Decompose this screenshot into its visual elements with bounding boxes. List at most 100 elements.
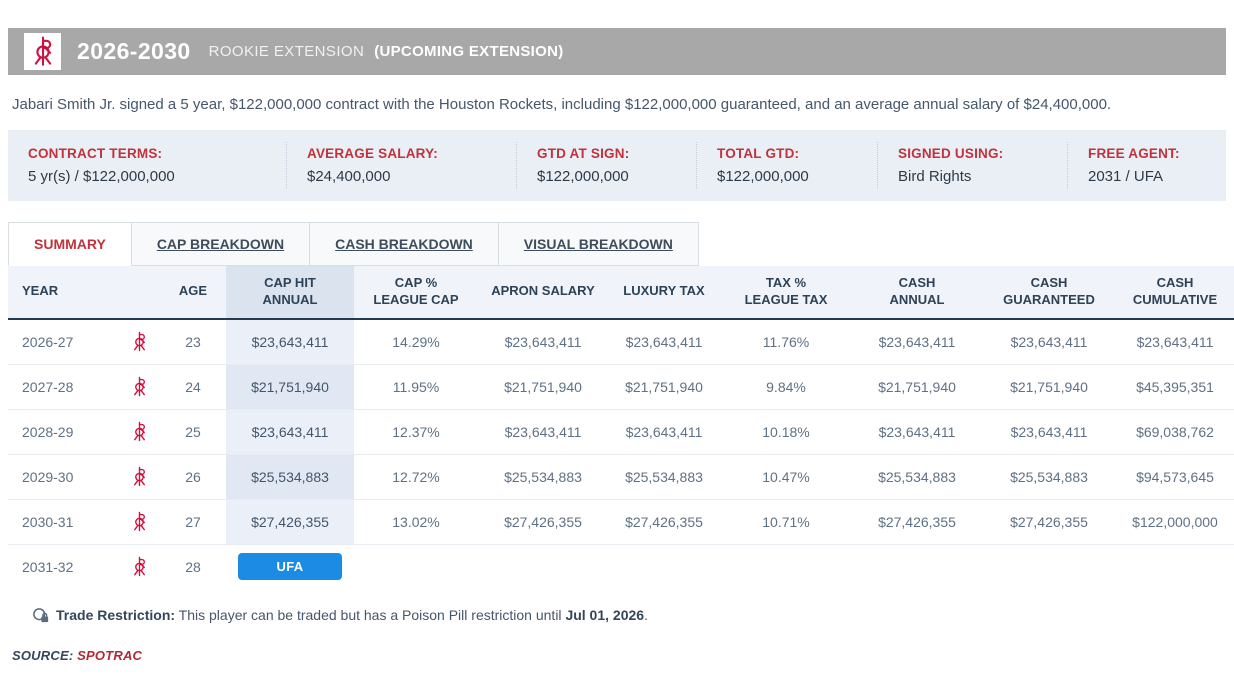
cash-gtd-cell: $23,643,411 [982, 409, 1116, 455]
tax-pct-cell: 9.84% [720, 364, 852, 410]
contract-type: ROOKIE EXTENSION [208, 43, 365, 60]
cash-annual-cell: $27,426,355 [852, 499, 982, 545]
rockets-logo-icon [133, 421, 145, 441]
rockets-logo-icon [133, 466, 145, 486]
luxury-cell: $25,534,883 [608, 454, 720, 500]
column-header: LUXURY TAX [608, 266, 720, 320]
team-logo-cell [118, 409, 160, 455]
year-cell: 2030-31 [8, 499, 118, 545]
trade-restriction-text: Trade Restriction: This player can be tr… [56, 607, 648, 624]
cap-hit-cell: $27,426,355 [226, 499, 354, 545]
contract-term: CONTRACT TERMS: 5 yr(s) / $122,000,000 [8, 142, 286, 189]
column-header: APRON SALARY [478, 266, 608, 320]
luxury-cell: $21,751,940 [608, 364, 720, 410]
apron-cell: $23,643,411 [478, 409, 608, 455]
cash-gtd-cell: $23,643,411 [982, 318, 1116, 365]
table-header-row: YEAR AGE CAP HIT ANNUAL CAP % LEAGUE CAP APRON… [8, 266, 1234, 320]
contract-term-value: Bird Rights [898, 168, 972, 185]
contract-page: 2026-2030 ROOKIE EXTENSION (UPCOMING EXT… [8, 28, 1234, 663]
cap-hit-cell: $21,751,940 [226, 364, 354, 410]
contract-term-label: SIGNED USING: [898, 146, 1004, 161]
apron-cell: $21,751,940 [478, 364, 608, 410]
team-logo-cell [118, 454, 160, 500]
free-agent-cell: UFA [226, 544, 354, 589]
table-row: 2027-28 24 $21,751,940 11.95% $21,751,940 $2… [8, 364, 1234, 410]
cash-annual-cell: $25,534,883 [852, 454, 982, 500]
cap-pct-cell: 12.72% [354, 454, 478, 500]
tax-pct-cell [720, 544, 852, 589]
rockets-logo-icon [133, 556, 145, 576]
apron-cell: $23,643,411 [478, 318, 608, 365]
cash-cum-cell: $45,395,351 [1116, 364, 1234, 410]
salary-table-body: 2026-27 23 $23,643,411 14.29% $23,643,411 $2… [8, 318, 1234, 589]
contract-terms-strip: CONTRACT TERMS: 5 yr(s) / $122,000,000 A… [8, 130, 1226, 201]
cap-pct-cell: 12.37% [354, 409, 478, 455]
tax-pct-cell: 10.47% [720, 454, 852, 500]
cash-cum-cell: $94,573,645 [1116, 454, 1234, 500]
tab-bar: SUMMARY CAP BREAKDOWN CASH BREAKDOWN VIS… [8, 222, 1226, 266]
cash-annual-cell: $21,751,940 [852, 364, 982, 410]
tab-summary[interactable]: SUMMARY [8, 222, 132, 266]
contract-term: TOTAL GTD: $122,000,000 [696, 142, 877, 189]
table-row: 2029-30 26 $25,534,883 12.72% $25,534,883 $2… [8, 454, 1234, 500]
luxury-cell: $23,643,411 [608, 409, 720, 455]
age-cell: 28 [185, 558, 201, 575]
cash-gtd-cell: $25,534,883 [982, 454, 1116, 500]
contract-title-bar: 2026-2030 ROOKIE EXTENSION (UPCOMING EXT… [8, 28, 1226, 75]
team-logo-cell [118, 544, 160, 589]
apron-cell: $25,534,883 [478, 454, 608, 500]
cap-pct-cell: 13.02% [354, 499, 478, 545]
contract-term-value: $24,400,000 [307, 168, 391, 185]
source-link[interactable]: SPOTRAC [77, 647, 143, 663]
tax-pct-cell: 10.18% [720, 409, 852, 455]
luxury-cell: $23,643,411 [608, 318, 720, 365]
age-cell: 24 [160, 364, 226, 410]
apron-cell [478, 544, 608, 589]
contract-term: AVERAGE SALARY: $24,400,000 [286, 142, 516, 189]
tab-cash-breakdown[interactable]: CASH BREAKDOWN [309, 222, 499, 266]
column-header: CAP % LEAGUE CAP [354, 266, 478, 320]
tab-visual-breakdown[interactable]: VISUAL BREAKDOWN [497, 222, 699, 266]
cash-annual-cell: $23,643,411 [852, 318, 982, 365]
year-cell: 2028-29 [8, 409, 118, 455]
age-cell: 26 [160, 454, 226, 500]
age-cell: 23 [160, 318, 226, 365]
column-header: CAP HIT ANNUAL [226, 266, 354, 320]
column-header [118, 266, 160, 320]
salary-table: YEAR AGE CAP HIT ANNUAL CAP % LEAGUE CAP APRON… [8, 266, 1234, 589]
ufa-badge: UFA [238, 553, 342, 581]
source-label: SOURCE: [12, 647, 74, 663]
team-logo-cell [118, 499, 160, 545]
contract-term: FREE AGENT: 2031 / UFA [1067, 142, 1226, 189]
year-cell: 2031-32 [22, 558, 74, 575]
table-row: 2026-27 23 $23,643,411 14.29% $23,643,411 $2… [8, 318, 1234, 365]
tax-pct-cell: 11.76% [720, 318, 852, 365]
table-row: 2030-31 27 $27,426,355 13.02% $27,426,355 $2… [8, 499, 1234, 545]
contract-term-label: AVERAGE SALARY: [307, 146, 439, 161]
contract-term-value: $122,000,000 [537, 168, 629, 185]
column-header: CASH ANNUAL [852, 266, 982, 320]
tax-pct-cell: 10.71% [720, 499, 852, 545]
year-cell: 2027-28 [8, 364, 118, 410]
year-cell: 2026-27 [8, 318, 118, 365]
column-header: YEAR [8, 266, 118, 320]
tab-cap-breakdown[interactable]: CAP BREAKDOWN [130, 222, 311, 266]
cap-pct-cell: 14.29% [354, 318, 478, 365]
cash-gtd-cell: $21,751,940 [982, 364, 1116, 410]
apron-cell: $27,426,355 [478, 499, 608, 545]
table-row: 2031-32 28 UFA [8, 544, 1234, 589]
cap-hit-cell: $25,534,883 [226, 454, 354, 500]
source-line: SOURCE: SPOTRAC [12, 648, 1226, 663]
cash-gtd-cell: $27,426,355 [982, 499, 1116, 545]
contract-term: SIGNED USING: Bird Rights [877, 142, 1067, 189]
cash-annual-cell: $23,643,411 [852, 409, 982, 455]
cap-hit-cell: $23,643,411 [226, 409, 354, 455]
contract-term: GTD AT SIGN: $122,000,000 [516, 142, 696, 189]
team-logo-tile [24, 33, 61, 70]
contract-term-label: FREE AGENT: [1088, 146, 1180, 161]
contract-term-label: TOTAL GTD: [717, 146, 800, 161]
contract-term-label: CONTRACT TERMS: [28, 146, 163, 161]
trade-restriction-note: Trade Restriction: This player can be tr… [32, 607, 1226, 624]
age-cell: 25 [160, 409, 226, 455]
rockets-logo-icon [133, 511, 145, 531]
